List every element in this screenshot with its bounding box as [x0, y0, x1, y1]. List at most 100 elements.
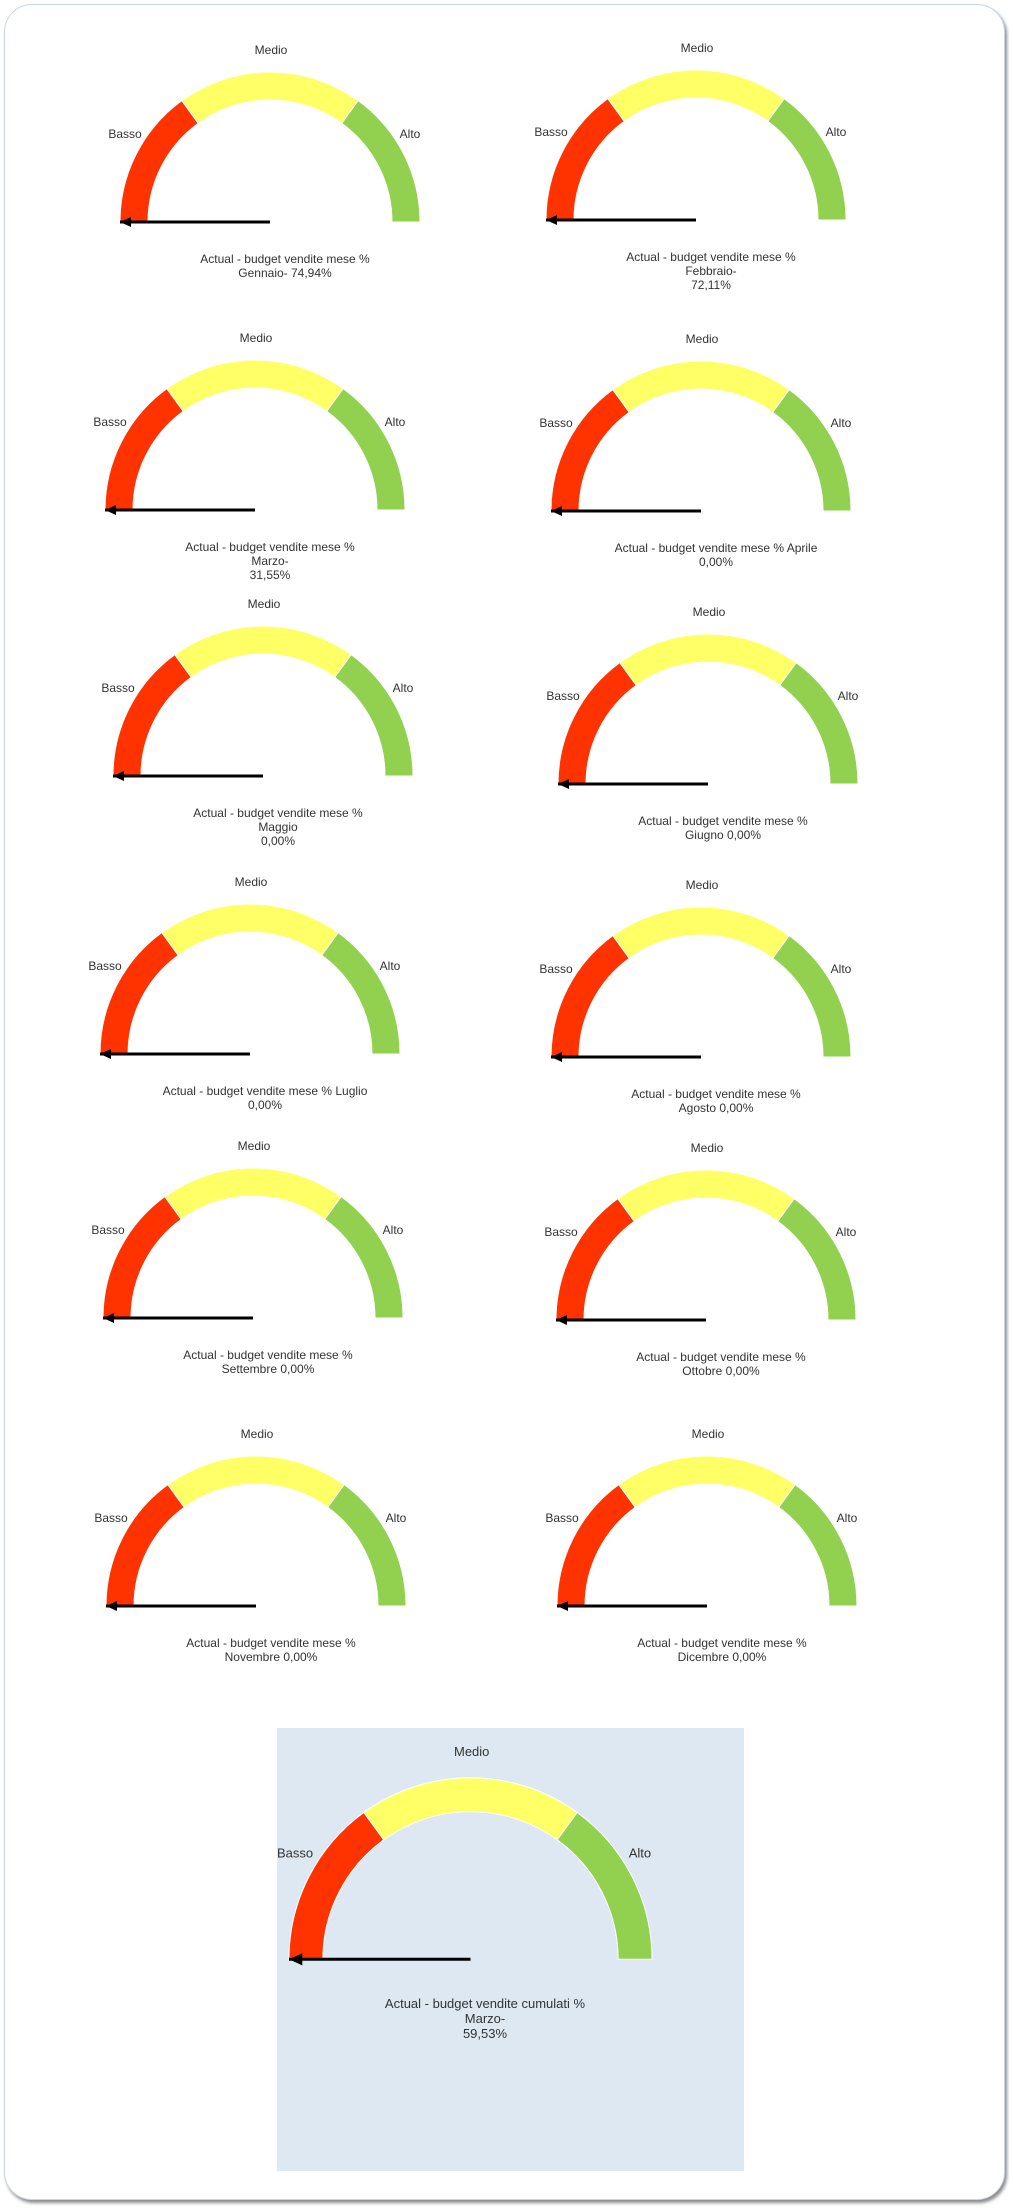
gauge-label-medio: Medio	[240, 331, 273, 345]
gauge-band-mid	[619, 633, 797, 686]
gauge-band-high	[772, 934, 852, 1058]
gauge-caption-line: 59,53%	[462, 2025, 508, 2041]
gauge-svg: Basso Medio Alto	[91, 1139, 404, 1323]
gauge-svg: Basso Medio Alto	[108, 43, 421, 227]
gauge-needle-arrowhead	[289, 1953, 303, 1966]
gauge-svg: Basso Medio Alto	[94, 1427, 407, 1611]
gauge-chart: Basso Medio Alto Actual - budget vendite me…	[546, 597, 888, 842]
gauge-label-medio: Medio	[248, 597, 281, 611]
gauge-caption-line: Actual - budget vendite mese % Marzo-	[185, 540, 355, 568]
gauge-band-low	[288, 1811, 385, 1960]
gauge-band-low	[99, 931, 179, 1055]
gauge-svg: Basso Medio Alto	[544, 1141, 857, 1325]
gauge-chart: Basso Medio Alto Actual - budget vendite me…	[88, 867, 430, 1112]
gauge-label-basso: Basso	[539, 416, 573, 430]
gauge-caption-line: Actual - budget vendite mese % Luglio	[162, 1084, 368, 1098]
gauge-label-basso: Basso	[539, 962, 573, 976]
gauge-chart: Basso Medio Alto Actual - budget vendite me…	[539, 324, 881, 569]
gauge-needle-arrowhead	[120, 217, 131, 227]
gauge-label-basso: Basso	[534, 125, 568, 139]
gauge-caption-line: Actual - budget vendite mese % Maggio	[193, 806, 363, 834]
gauge-band-high	[779, 661, 859, 785]
gauge-needle-arrowhead	[113, 771, 124, 781]
gauge-label-basso: Basso	[545, 1511, 579, 1525]
gauge-label-alto: Alto	[400, 127, 421, 141]
gauge-caption-line: Actual - budget vendite mese %	[200, 252, 370, 266]
gauge-label-medio: Medio	[241, 1427, 274, 1441]
gauge-label-alto: Alto	[383, 1223, 404, 1237]
gauge-caption: Actual - budget vendite mese % Novembre 0…	[166, 1636, 376, 1664]
gauge-band-low	[550, 388, 630, 512]
gauge-band-mid	[612, 360, 790, 413]
gauge-label-alto: Alto	[838, 689, 859, 703]
gauge-needle-arrowhead	[551, 506, 562, 516]
gauge-caption-line: Novembre 0,00%	[224, 1650, 318, 1664]
gauge-caption: Actual - budget vendite mese % Agosto 0,0…	[611, 1087, 821, 1115]
gauge-label-alto: Alto	[826, 125, 847, 139]
gauge-label-alto: Alto	[385, 415, 406, 429]
gauge-caption-line: 0,00%	[698, 555, 734, 569]
gauge-label-medio: Medio	[692, 1427, 725, 1441]
gauge-band-high	[334, 653, 414, 777]
gauge-band-low	[555, 1197, 635, 1321]
gauge-caption-line: Actual - budget vendite mese %	[636, 1350, 806, 1364]
gauge-chart: Basso Medio Alto Actual - budget vendite me…	[101, 589, 443, 848]
gauge-svg: Basso Medio Alto	[539, 332, 852, 516]
gauge-svg: Basso Medio Alto	[539, 878, 852, 1062]
gauge-svg: Basso Medio Alto	[88, 875, 401, 1059]
gauge-label-medio: Medio	[238, 1139, 271, 1153]
gauge-needle-arrowhead	[105, 505, 116, 515]
gauge-needle-arrowhead	[546, 215, 557, 225]
gauge-caption-line: Actual - budget vendite mese %	[637, 1636, 807, 1650]
gauge-band-low	[557, 661, 637, 785]
gauge-band-low	[556, 1483, 636, 1607]
gauge-band-high	[777, 1197, 857, 1321]
gauge-band-mid	[618, 1455, 796, 1508]
gauge-label-basso: Basso	[93, 415, 127, 429]
gauge-caption: Actual - budget vendite mese % Gennaio- 7…	[180, 252, 390, 280]
gauge-caption-line: 72,11%	[691, 278, 731, 292]
gauge-caption-line: Ottobre 0,00%	[682, 1364, 760, 1378]
gauge-band-low	[112, 653, 192, 777]
gauge-chart: Basso Medio Alto Actual - budget vendite me…	[93, 323, 435, 582]
gauge-needle-arrowhead	[558, 779, 569, 789]
gauge-label-medio: Medio	[693, 605, 726, 619]
gauge-band-high	[341, 99, 421, 223]
gauge-caption: Actual - budget vendite cumulati % Marzo…	[370, 1996, 600, 2041]
gauge-svg: Basso Medio Alto	[545, 1427, 858, 1611]
gauge-svg: Basso Medio Alto	[93, 331, 406, 515]
gauge-label-basso: Basso	[91, 1223, 125, 1237]
gauge-svg: Basso Medio Alto	[101, 597, 414, 781]
gauge-caption-line: Actual - budget vendite mese %	[638, 814, 808, 828]
gauge-band-low	[102, 1195, 182, 1319]
gauge-caption-line: 0,00%	[247, 1098, 283, 1112]
gauge-band-mid	[167, 1455, 345, 1508]
gauge-svg: Basso Medio Alto	[277, 1744, 653, 1966]
gauge-caption-line: Dicembre 0,00%	[677, 1650, 767, 1664]
gauge-band-mid	[161, 903, 339, 956]
gauge-svg: Basso Medio Alto	[546, 605, 859, 789]
gauge-label-medio: Medio	[255, 43, 288, 57]
gauge-chart: Basso Medio Alto Actual - budget vendite me…	[545, 1419, 887, 1664]
gauge-band-mid	[174, 625, 352, 678]
gauge-band-low	[545, 97, 625, 221]
gauge-band-high	[767, 97, 847, 221]
gauge-label-basso: Basso	[101, 681, 135, 695]
gauge-label-basso: Basso	[88, 959, 122, 973]
gauge-label-alto: Alto	[831, 962, 852, 976]
gauge-needle-arrowhead	[557, 1601, 568, 1611]
gauge-caption-line: Actual - budget vendite mese %	[183, 1348, 353, 1362]
gauge-band-high	[778, 1483, 858, 1607]
gauge-label-alto: Alto	[393, 681, 414, 695]
gauge-band-high	[326, 387, 406, 511]
gauge-caption: Actual - budget vendite mese % Aprile 0,0…	[611, 541, 821, 569]
gauge-needle-arrowhead	[100, 1049, 111, 1059]
gauge-label-medio: Medio	[686, 878, 719, 892]
gauge-caption: Actual - budget vendite mese % Settembre …	[163, 1348, 373, 1376]
gauge-label-alto: Alto	[836, 1225, 857, 1239]
gauge-needle-arrowhead	[551, 1052, 562, 1062]
gauge-caption: Actual - budget vendite mese % Dicembre 0…	[617, 1636, 827, 1664]
gauge-label-medio: Medio	[681, 41, 714, 55]
gauge-caption-line: Giugno 0,00%	[684, 828, 762, 842]
gauge-label-medio: Medio	[686, 332, 719, 346]
